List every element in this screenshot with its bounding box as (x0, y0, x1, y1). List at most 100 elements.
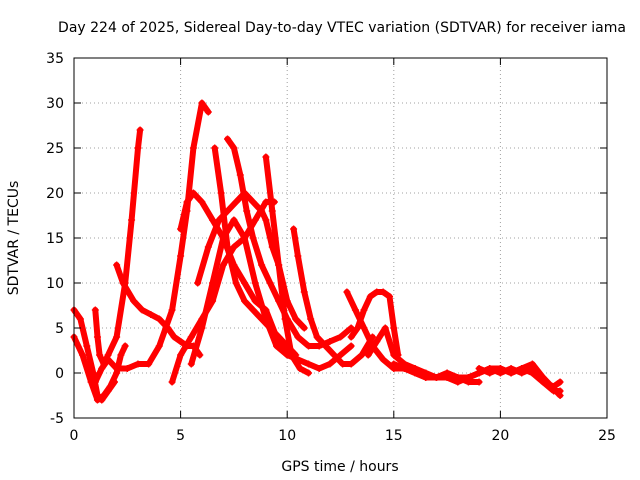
data-point (164, 324, 172, 332)
data-point (121, 342, 129, 350)
data-point (411, 369, 419, 377)
data-point (281, 315, 289, 323)
y-tick-label: 15 (46, 231, 64, 247)
data-point (556, 392, 564, 399)
data-series (70, 99, 564, 404)
data-point (134, 360, 142, 368)
data-point (300, 324, 308, 332)
y-tick-label: 0 (55, 366, 64, 382)
data-point (528, 369, 536, 377)
data-point (224, 243, 232, 251)
data-point (209, 279, 217, 287)
data-point (422, 374, 430, 381)
y-tick-label: 35 (46, 51, 64, 67)
data-point (258, 315, 266, 323)
series-line (92, 127, 144, 367)
data-point (351, 306, 359, 314)
data-point (138, 306, 146, 314)
data-point (113, 333, 121, 341)
data-point (232, 198, 240, 206)
data-point (330, 351, 338, 359)
data-point (230, 144, 238, 152)
data-point (366, 293, 374, 300)
data-point (313, 333, 321, 341)
data-point (507, 369, 515, 377)
data-point (258, 207, 266, 215)
data-point (326, 338, 334, 345)
y-tick-label: 25 (46, 141, 64, 157)
data-point (249, 306, 257, 314)
data-point (486, 369, 494, 377)
data-point (347, 342, 355, 350)
data-point (379, 356, 387, 363)
data-point (100, 360, 108, 368)
data-point (275, 261, 283, 269)
data-point (230, 216, 238, 224)
data-point (287, 351, 295, 359)
data-point (556, 378, 564, 386)
data-point (386, 293, 394, 300)
y-axis-label: SDTVAR / TECUs (6, 181, 22, 296)
data-point (518, 365, 526, 372)
y-tick-label: 30 (46, 96, 64, 112)
x-tick-label: 20 (491, 428, 509, 444)
series-line (92, 100, 212, 385)
data-point (268, 207, 276, 215)
data-point (347, 360, 355, 368)
data-point (168, 306, 176, 314)
data-point (177, 338, 185, 345)
y-tick-label: 20 (46, 186, 64, 202)
data-point (194, 279, 202, 287)
data-point (528, 360, 536, 368)
data-point (347, 324, 355, 332)
data-point (475, 378, 483, 386)
data-point (249, 198, 257, 206)
data-point (198, 198, 206, 206)
data-point (354, 324, 362, 332)
series-arc-13 (290, 225, 376, 368)
data-point (400, 365, 408, 372)
data-point (307, 315, 315, 323)
data-point (315, 365, 323, 372)
data-point (236, 171, 244, 179)
data-point (347, 333, 355, 341)
data-point (539, 378, 547, 386)
data-point (251, 216, 259, 224)
data-point (266, 324, 274, 332)
axis-ticks: 0 5 10 15 20 25 -5 0 5 10 15 20 25 30 35 (46, 51, 616, 444)
data-point (464, 374, 472, 381)
data-point (230, 243, 238, 251)
data-point (128, 216, 136, 224)
data-point (454, 378, 462, 386)
data-point (322, 342, 330, 350)
data-point (360, 324, 368, 332)
data-point (241, 279, 249, 287)
x-tick-label: 25 (598, 428, 616, 444)
data-point (251, 279, 259, 287)
data-point (204, 108, 212, 116)
data-point (266, 279, 274, 287)
data-point (379, 288, 387, 296)
data-point (189, 189, 197, 197)
data-point (296, 365, 304, 372)
data-point (204, 243, 212, 251)
data-point (91, 306, 99, 314)
data-point (177, 225, 185, 233)
data-point (168, 378, 176, 386)
data-point (224, 135, 232, 143)
data-point (360, 306, 368, 314)
data-point (343, 288, 351, 296)
data-point (262, 153, 270, 161)
y-tick-label: 5 (55, 321, 64, 337)
data-point (475, 365, 483, 372)
data-point (273, 342, 281, 350)
data-point (358, 351, 366, 359)
data-point (98, 365, 106, 372)
data-point (364, 351, 372, 359)
data-point (241, 297, 249, 305)
data-point (232, 279, 240, 287)
data-point (217, 189, 225, 197)
data-point (170, 333, 178, 341)
